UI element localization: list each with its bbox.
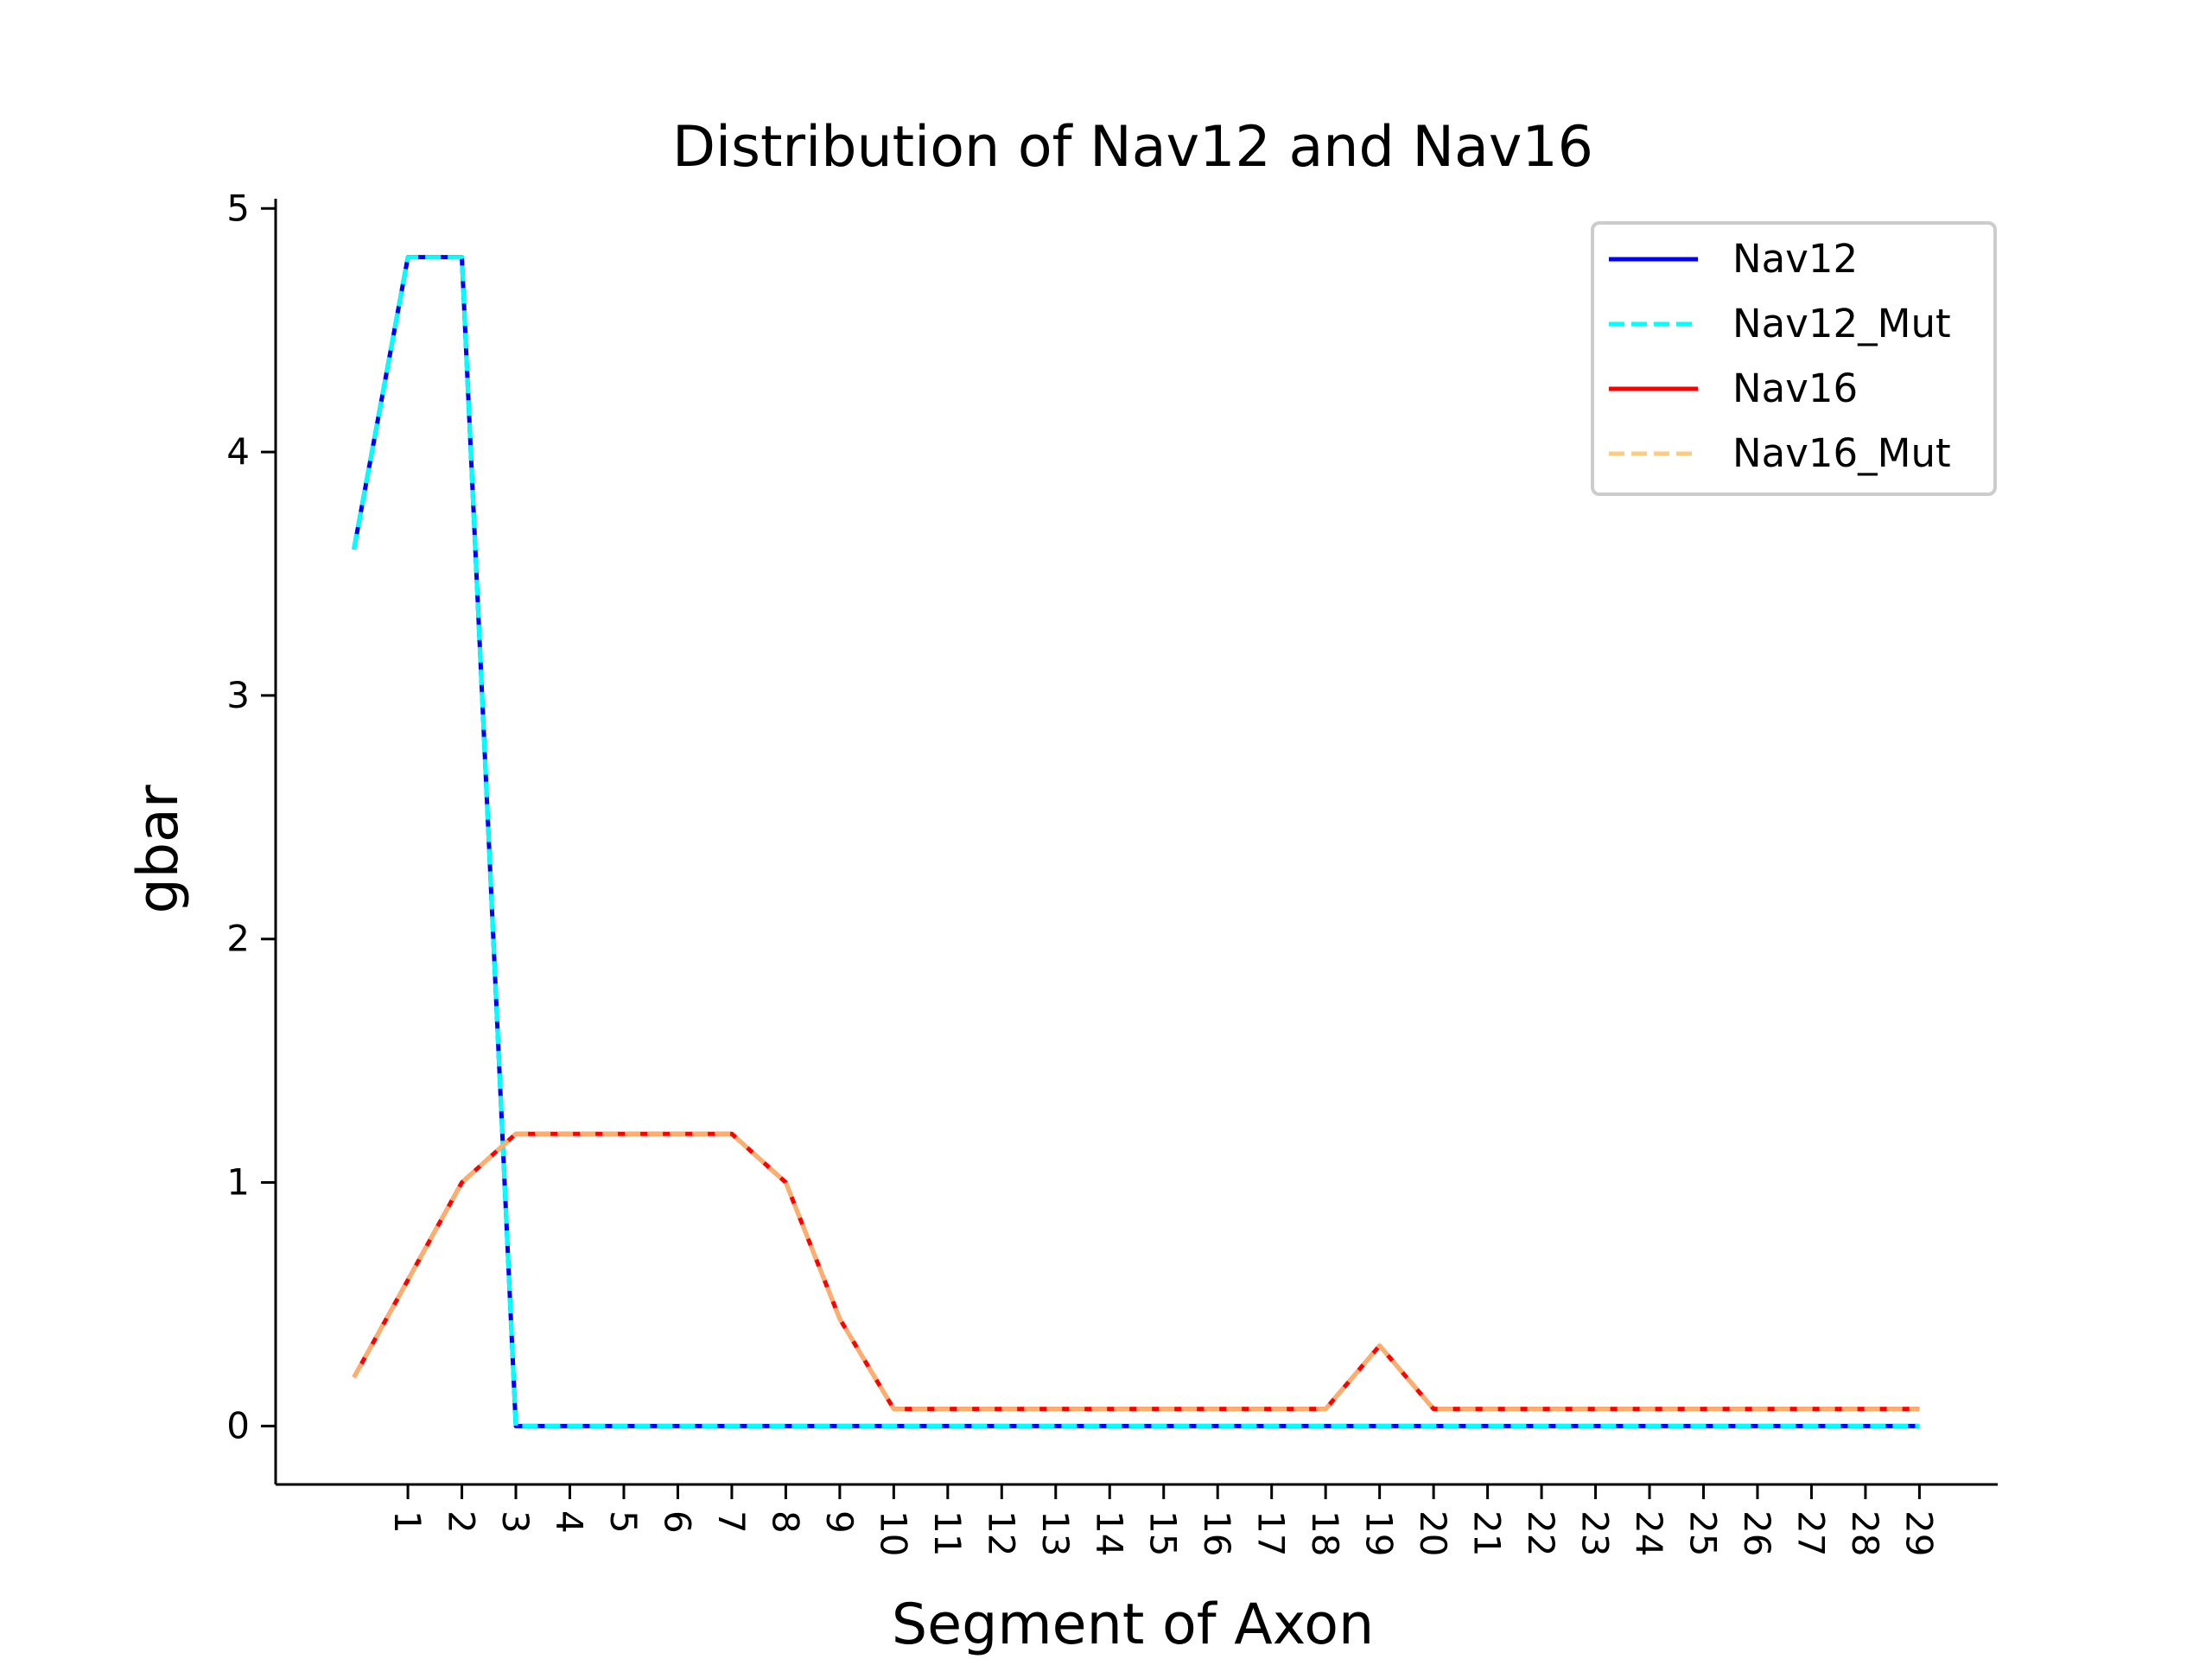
x-tick-label: 10 [872,1510,914,1556]
x-tick-label: 25 [1682,1510,1725,1556]
legend-box [1591,221,1997,496]
x-tick-label: 19 [1358,1510,1401,1556]
y-tick-label: 0 [226,1404,250,1446]
x-tick-label: 17 [1250,1510,1293,1556]
x-tick-label: 23 [1574,1510,1617,1556]
x-tick-label: 26 [1736,1510,1778,1556]
x-tick-label: 1 [386,1510,429,1534]
x-tick-label: 7 [710,1510,753,1534]
x-axis-ticks: 1 2 3 4 5 6 7 8 9 10 11 12 13 14 15 16 17 18 19 20 21 22 23 24 2… [386,1484,1940,1556]
x-tick-label: 12 [980,1510,1022,1556]
x-tick-label: 28 [1844,1510,1886,1556]
series-layer [352,255,1920,1428]
series-line-nav12-mut [352,255,1920,1428]
x-tick-label: 22 [1520,1510,1562,1556]
legend: Nav12 Nav12_Mut Nav16 Nav16_Mut [1591,221,1997,496]
y-tick-label: 4 [226,430,250,473]
legend-label: Nav16 [1732,365,1858,411]
x-tick-label: 24 [1628,1510,1670,1556]
x-tick-label: 18 [1304,1510,1346,1556]
x-tick-label: 27 [1789,1510,1832,1556]
x-tick-label: 2 [441,1510,483,1534]
y-tick-label: 1 [226,1161,250,1204]
y-axis-label: gbar [126,785,191,913]
y-tick-label: 2 [226,918,250,960]
legend-label: Nav12 [1732,236,1858,282]
x-tick-label: 13 [1034,1510,1077,1556]
x-axis-label: Segment of Axon [892,1592,1374,1657]
series-line-nav16-mut [352,1131,1920,1412]
x-tick-label: 14 [1088,1510,1130,1556]
legend-label: Nav12_Mut [1732,301,1951,346]
chart-title: Distribution of Nav12 and Nav16 [672,115,1593,180]
x-tick-label: 29 [1897,1510,1940,1556]
x-tick-label: 5 [602,1510,645,1534]
x-tick-label: 20 [1412,1510,1454,1556]
x-tick-label: 9 [818,1510,861,1534]
x-tick-label: 8 [764,1510,806,1534]
y-tick-label: 3 [226,674,250,716]
x-tick-label: 6 [656,1510,698,1534]
x-tick-label: 15 [1142,1510,1185,1556]
x-tick-label: 4 [548,1510,590,1534]
y-tick-label: 5 [226,187,250,229]
x-tick-label: 21 [1466,1510,1509,1556]
legend-label: Nav16_Mut [1732,430,1951,476]
x-tick-label: 3 [494,1510,537,1534]
series-line-nav16 [352,1131,1920,1412]
x-tick-label: 16 [1196,1510,1238,1556]
x-tick-label: 11 [926,1510,969,1556]
y-axis-ticks: 0 1 2 3 4 5 [226,187,276,1446]
